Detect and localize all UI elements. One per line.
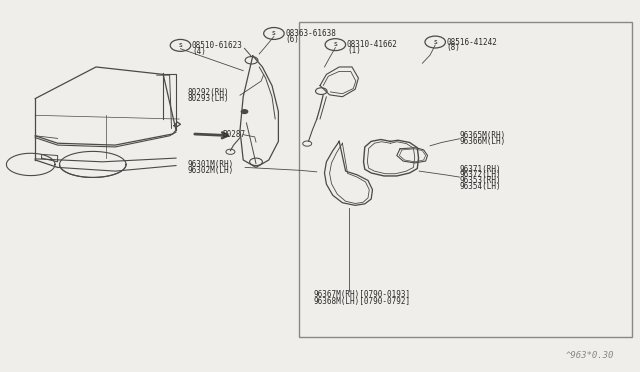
Text: S: S [433,39,437,45]
Text: 80293(LH): 80293(LH) [188,94,229,103]
Text: S: S [272,31,276,36]
Text: 08363-61638: 08363-61638 [285,29,336,38]
Text: S: S [333,42,337,47]
Circle shape [241,110,248,113]
Text: 96365M(RH): 96365M(RH) [460,131,506,140]
Text: (4): (4) [192,47,206,56]
Text: 08516-41242: 08516-41242 [447,38,497,46]
Bar [299,22,632,337]
Text: (1): (1) [347,46,361,55]
Text: 96368M(LH)[0790-0792]: 96368M(LH)[0790-0792] [314,297,411,306]
Text: ^963*0.30: ^963*0.30 [566,351,614,360]
Text: 96367M(RH)[0790-0193]: 96367M(RH)[0790-0193] [314,291,411,299]
Text: 96353(RH): 96353(RH) [460,176,501,185]
Text: (8): (8) [447,43,461,52]
Text: 80292(RH): 80292(RH) [188,88,229,97]
Text: (6): (6) [285,35,300,44]
Text: 96354(LH): 96354(LH) [460,182,501,191]
Text: S: S [179,43,182,48]
Text: 96366M(LH): 96366M(LH) [460,137,506,146]
Text: 08310-41662: 08310-41662 [347,40,397,49]
Text: 08510-61623: 08510-61623 [192,41,243,50]
Text: 96301M(RH): 96301M(RH) [188,160,234,169]
Text: 96302M(LH): 96302M(LH) [188,166,234,175]
Text: 96372(LH): 96372(LH) [460,170,501,179]
Text: 96371(RH): 96371(RH) [460,165,501,174]
Text: B0287: B0287 [223,130,246,139]
